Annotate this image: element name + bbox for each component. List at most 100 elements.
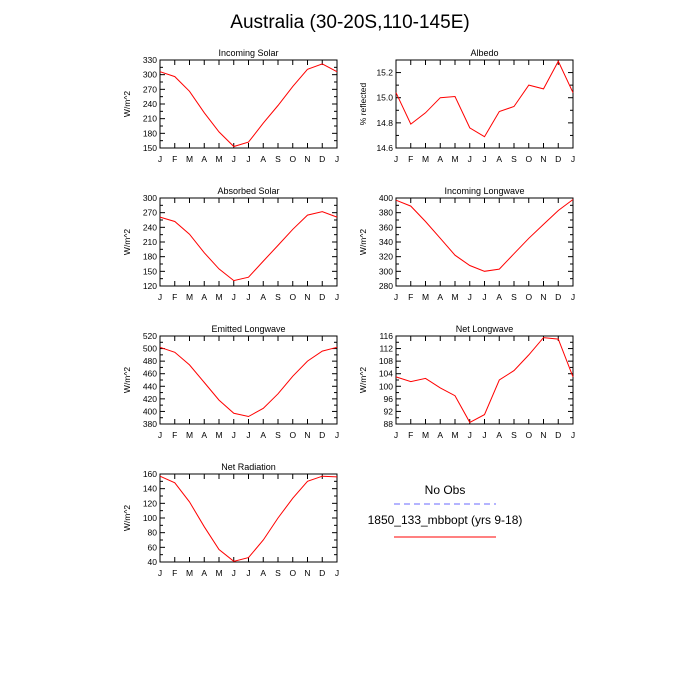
- y-tick-label: 300: [379, 266, 393, 276]
- y-tick-label: 150: [143, 143, 157, 153]
- x-tick-label: O: [289, 292, 296, 302]
- y-tick-label: 15.0: [376, 93, 393, 103]
- x-tick-label: D: [319, 430, 325, 440]
- y-tick-label: 400: [379, 193, 393, 203]
- x-tick-label: D: [555, 154, 561, 164]
- x-tick-label: J: [232, 430, 236, 440]
- y-tick-label: 240: [143, 222, 157, 232]
- y-tick-label: 150: [143, 266, 157, 276]
- x-tick-label: M: [215, 292, 222, 302]
- y-tick-label: 100: [143, 513, 157, 523]
- x-tick-label: M: [422, 292, 429, 302]
- x-tick-label: F: [172, 568, 177, 578]
- x-tick-label: A: [260, 430, 266, 440]
- y-tick-label: 60: [148, 542, 158, 552]
- x-tick-label: A: [260, 292, 266, 302]
- x-tick-label: N: [304, 154, 310, 164]
- y-tick-label: 480: [143, 356, 157, 366]
- y-axis-label: W/m^2: [122, 91, 132, 117]
- y-axis-label: W/m^2: [122, 505, 132, 531]
- y-tick-label: 360: [379, 222, 393, 232]
- x-tick-label: A: [496, 154, 502, 164]
- y-tick-label: 400: [143, 406, 157, 416]
- panel-title: Incoming Longwave: [444, 186, 524, 196]
- x-tick-label: A: [260, 568, 266, 578]
- y-tick-label: 40: [148, 557, 158, 567]
- plot-frame: [159, 473, 338, 563]
- x-tick-label: N: [304, 430, 310, 440]
- x-tick-label: J: [158, 568, 162, 578]
- y-tick-label: 270: [143, 208, 157, 218]
- x-tick-label: J: [482, 430, 486, 440]
- x-tick-label: J: [158, 292, 162, 302]
- x-tick-label: N: [304, 568, 310, 578]
- x-tick-label: N: [540, 292, 546, 302]
- x-tick-label: F: [172, 430, 177, 440]
- y-tick-label: 100: [379, 381, 393, 391]
- legend-label-model: 1850_133_mbbopt (yrs 9-18): [368, 513, 523, 527]
- x-tick-label: J: [571, 154, 575, 164]
- x-tick-label: O: [289, 568, 296, 578]
- y-tick-label: 420: [143, 394, 157, 404]
- legend-label-obs: No Obs: [425, 483, 466, 497]
- x-tick-label: S: [511, 154, 517, 164]
- x-tick-label: A: [437, 430, 443, 440]
- y-tick-label: 380: [379, 208, 393, 218]
- y-tick-label: 340: [379, 237, 393, 247]
- y-tick-label: 180: [143, 252, 157, 262]
- x-tick-label: F: [172, 292, 177, 302]
- y-tick-label: 300: [143, 70, 157, 80]
- x-tick-label: J: [232, 154, 236, 164]
- y-tick-label: 240: [143, 99, 157, 109]
- x-tick-label: M: [215, 430, 222, 440]
- x-tick-label: M: [451, 154, 458, 164]
- series-line: [159, 475, 338, 562]
- y-tick-label: 14.6: [376, 143, 393, 153]
- x-tick-label: J: [571, 292, 575, 302]
- x-tick-label: A: [496, 430, 502, 440]
- y-tick-label: 380: [143, 419, 157, 429]
- plot-frame: [395, 59, 574, 149]
- y-tick-label: 112: [379, 344, 393, 354]
- x-tick-label: O: [525, 430, 532, 440]
- panel-title: Net Radiation: [221, 462, 276, 472]
- panel-title: Emitted Longwave: [211, 324, 285, 334]
- x-tick-label: M: [451, 292, 458, 302]
- x-tick-label: M: [215, 568, 222, 578]
- panel-title: Incoming Solar: [218, 48, 278, 58]
- x-tick-label: N: [304, 292, 310, 302]
- x-tick-label: A: [496, 292, 502, 302]
- series-line: [159, 63, 338, 148]
- x-tick-label: A: [437, 154, 443, 164]
- x-tick-label: S: [511, 430, 517, 440]
- x-tick-label: J: [571, 430, 575, 440]
- x-tick-label: D: [319, 292, 325, 302]
- x-tick-label: J: [335, 568, 339, 578]
- plot-frame: [159, 59, 338, 149]
- x-tick-label: D: [555, 430, 561, 440]
- panel-emitted-longwave: Emitted Longwave 380 400 420 440 460 480 500 520…: [122, 324, 339, 440]
- plot-frame: [395, 335, 574, 425]
- panel-title: Absorbed Solar: [217, 186, 279, 196]
- x-tick-label: D: [555, 292, 561, 302]
- page-title: Australia (30-20S,110-145E): [230, 12, 470, 33]
- x-tick-label: J: [158, 154, 162, 164]
- x-tick-label: N: [540, 154, 546, 164]
- x-tick-label: J: [394, 430, 398, 440]
- x-tick-label: M: [451, 430, 458, 440]
- y-tick-label: 160: [143, 469, 157, 479]
- y-tick-label: 140: [143, 484, 157, 494]
- y-tick-label: 210: [143, 237, 157, 247]
- panel-title: Albedo: [470, 48, 498, 58]
- y-axis-label: W/m^2: [122, 367, 132, 393]
- x-tick-label: J: [335, 430, 339, 440]
- x-tick-label: F: [408, 154, 413, 164]
- x-tick-label: J: [482, 154, 486, 164]
- x-tick-label: S: [275, 430, 281, 440]
- y-tick-label: 96: [384, 394, 394, 404]
- x-tick-label: M: [422, 430, 429, 440]
